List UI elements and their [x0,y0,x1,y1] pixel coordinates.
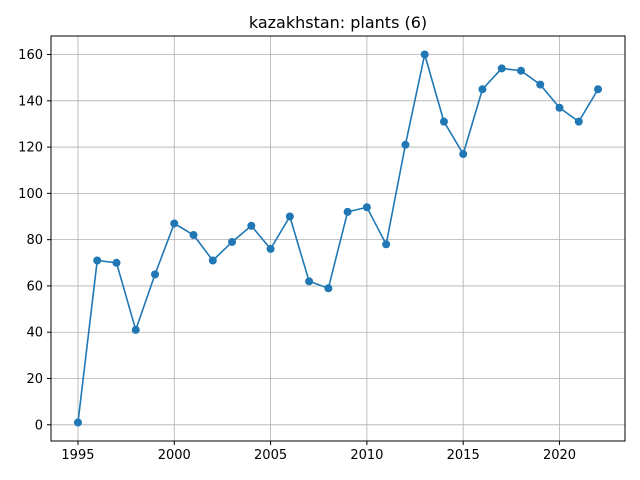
data-point [362,203,371,212]
data-point [594,85,603,94]
x-axis: 1995 2000 2005 2010 2015 2020 [61,441,576,463]
data-point [208,256,217,265]
series-line [77,54,599,423]
data-point [266,244,275,253]
data-point [516,66,525,75]
grid [51,36,625,441]
x-tick-label: 2015 [447,448,480,463]
data-point [73,418,82,427]
y-tick-label: 20 [26,372,43,387]
data-point [112,258,121,267]
data-point [574,117,583,126]
data-point [439,117,448,126]
data-point [536,80,545,89]
chart-title: kazakhstan: plants (6) [249,13,427,32]
x-tick-label: 1995 [61,448,94,463]
data-point [420,50,429,59]
data-point [324,284,333,293]
data-point [131,325,140,334]
data-point [555,103,564,112]
data-point [401,140,410,149]
y-tick-label: 60 [26,279,43,294]
y-tick-label: 80 [26,233,43,248]
plot-frame [50,35,626,442]
y-tick-label: 120 [18,141,43,156]
data-point [151,270,160,279]
data-point [247,221,256,230]
data-point [343,207,352,216]
data-point [478,85,487,94]
y-axis: 0 20 40 60 80 100 120 140 160 [18,48,51,433]
data-point [170,219,179,228]
data-point [382,240,391,249]
data-point [305,277,314,286]
data-point [497,64,506,73]
x-tick-label: 2005 [254,448,287,463]
series-layer [73,50,603,427]
y-tick-label: 40 [26,326,43,341]
data-point [228,237,237,246]
data-point [285,212,294,221]
y-tick-label: 100 [18,187,43,202]
x-tick-label: 2000 [158,448,191,463]
x-tick-label: 2010 [350,448,383,463]
y-tick-label: 0 [35,418,43,433]
y-tick-label: 140 [18,94,43,109]
x-tick-label: 2020 [543,448,576,463]
y-tick-label: 160 [18,48,43,63]
data-point [93,256,102,265]
data-point [189,231,198,240]
data-point [459,150,468,159]
